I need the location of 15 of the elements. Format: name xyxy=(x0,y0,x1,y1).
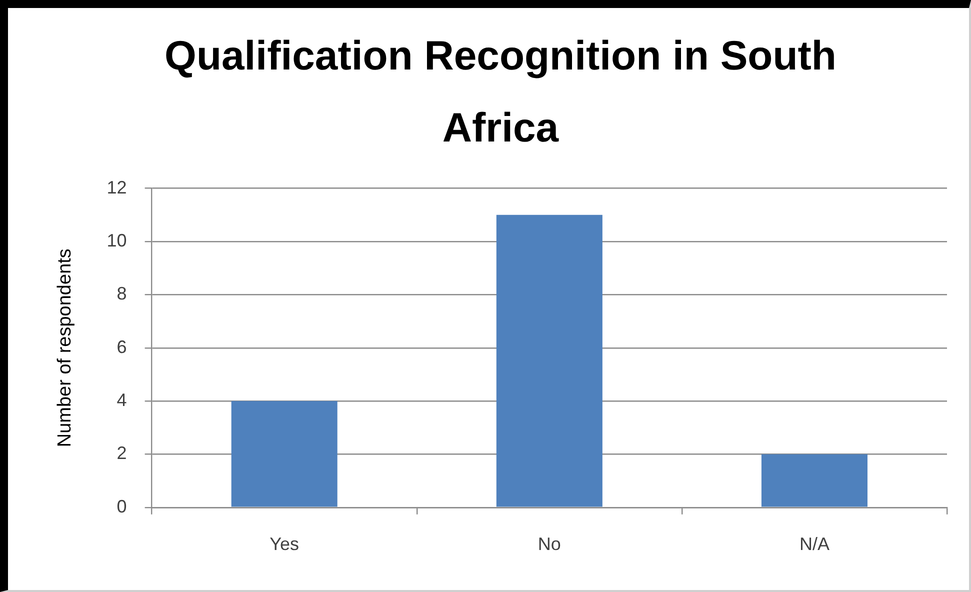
y-tick-label: 4 xyxy=(116,390,127,410)
y-tick-label: 12 xyxy=(106,177,127,198)
y-tick-label: 8 xyxy=(116,284,127,304)
y-tick-label: 2 xyxy=(116,443,127,464)
y-tick-label: 0 xyxy=(116,496,127,516)
y-axis-title: Number of respondents xyxy=(54,248,76,448)
chart-title: Qualification Recognition in South Africa xyxy=(164,32,836,151)
bar xyxy=(231,401,338,507)
y-tick-label: 6 xyxy=(116,336,127,357)
bar xyxy=(496,214,602,507)
x-tick-label: N/A xyxy=(799,534,830,554)
y-tick-label: 10 xyxy=(106,230,127,250)
x-tick-label: No xyxy=(538,534,561,554)
bar xyxy=(761,454,868,507)
x-tick-label: Yes xyxy=(270,534,300,554)
